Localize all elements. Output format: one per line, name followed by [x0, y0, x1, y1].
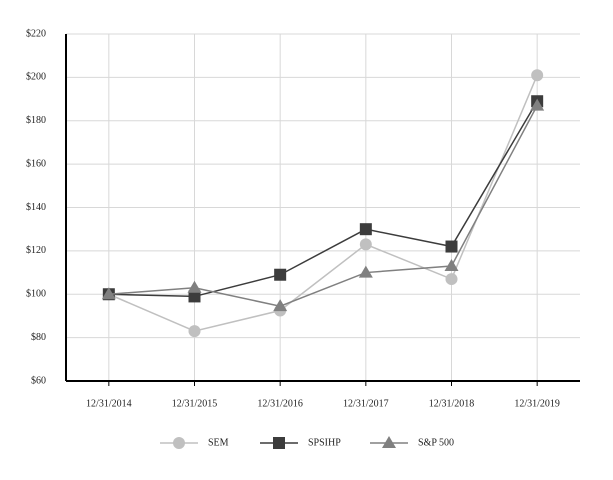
marker: [530, 98, 545, 111]
marker: [273, 299, 288, 312]
marker: [173, 437, 185, 449]
series-line: [108, 100, 538, 298]
x-tick-label: 12/31/2018: [429, 398, 475, 409]
x-tick-label: 12/31/2017: [343, 398, 389, 409]
y-tick-label: $120: [26, 245, 46, 256]
y-tick-label: $220: [26, 28, 46, 39]
marker: [188, 325, 201, 338]
y-tick-label: $160: [26, 158, 46, 169]
marker: [445, 240, 458, 253]
series-line: [108, 105, 538, 307]
y-tick-label: $140: [26, 202, 46, 213]
marker: [273, 437, 285, 449]
x-tick-label: 12/31/2015: [172, 398, 218, 409]
y-tick-label: $80: [31, 332, 46, 343]
marker: [445, 273, 458, 286]
legend-label: SPSIHP: [308, 437, 341, 448]
legend-label: SEM: [208, 437, 229, 448]
y-tick-label: $200: [26, 72, 46, 83]
marker: [358, 265, 373, 278]
y-tick-label: $60: [31, 375, 46, 386]
marker: [531, 69, 544, 82]
marker: [101, 287, 116, 300]
y-tick-label: $100: [26, 289, 46, 300]
marker: [274, 268, 287, 281]
x-tick-label: 12/31/2019: [514, 398, 560, 409]
marker: [359, 238, 372, 251]
marker: [188, 290, 201, 303]
y-tick-label: $180: [26, 115, 46, 126]
series-line: [108, 74, 538, 332]
x-tick-label: 12/31/2016: [257, 398, 303, 409]
legend-label: S&P 500: [418, 437, 454, 448]
marker: [359, 223, 372, 236]
marker: [444, 259, 459, 272]
marker: [187, 280, 202, 293]
x-tick-label: 12/31/2014: [86, 398, 132, 409]
marker: [382, 436, 396, 448]
